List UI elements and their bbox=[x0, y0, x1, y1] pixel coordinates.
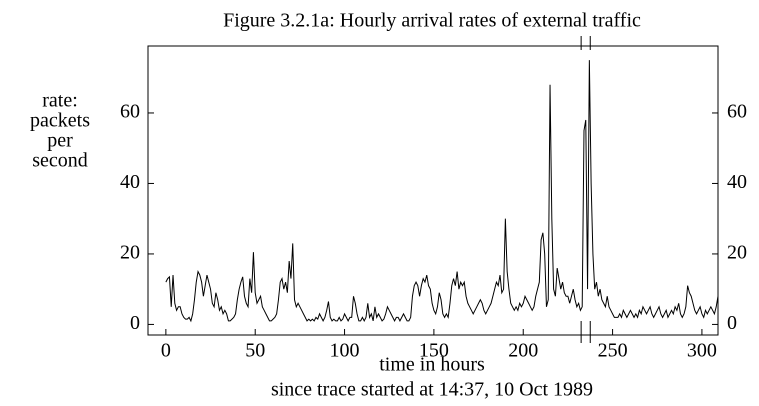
y-axis-label: second bbox=[32, 150, 88, 172]
y-tick-label: 40 bbox=[120, 171, 140, 193]
x-tick-label: 150 bbox=[419, 340, 449, 362]
x-tick-label: 0 bbox=[161, 340, 171, 362]
caption: since trace started at 14:37, 10 Oct 198… bbox=[271, 379, 593, 401]
x-axis-label: time in hours bbox=[379, 354, 485, 376]
y-axis-label: rate: bbox=[42, 90, 78, 112]
y-axis-label: packets bbox=[30, 110, 90, 132]
plot-frame bbox=[147, 45, 719, 336]
x-tick-label: 250 bbox=[598, 340, 628, 362]
chart-title: Figure 3.2.1a: Hourly arrival rates of e… bbox=[223, 10, 641, 32]
y-tick-label: 0 bbox=[130, 312, 140, 334]
y2-tick-label: 60 bbox=[727, 101, 747, 123]
y-tick-label: 60 bbox=[120, 101, 140, 123]
y-tick-label: 20 bbox=[120, 242, 140, 264]
x-tick-label: 100 bbox=[330, 340, 360, 362]
y-axis-label: per bbox=[47, 130, 73, 152]
y2-tick-label: 40 bbox=[727, 171, 747, 193]
x-tick-label: 200 bbox=[508, 340, 538, 362]
y2-tick-label: 0 bbox=[727, 312, 737, 334]
y2-tick-label: 20 bbox=[727, 242, 747, 264]
data-line bbox=[165, 60, 719, 323]
x-tick-label: 300 bbox=[687, 340, 717, 362]
x-tick-label: 50 bbox=[245, 340, 265, 362]
